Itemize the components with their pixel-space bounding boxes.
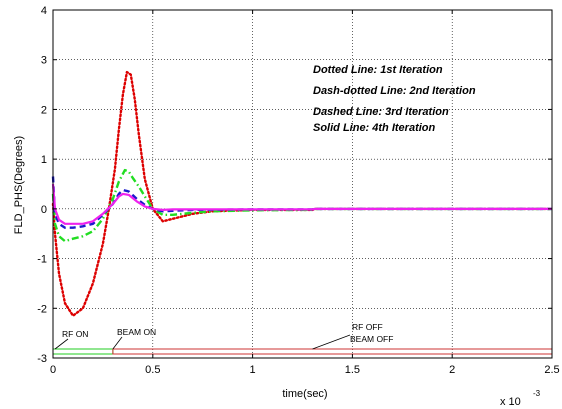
x-tick-label: 2.5 <box>544 364 559 376</box>
y-tick-label: 4 <box>41 5 47 17</box>
series-line-4 <box>51 183 552 225</box>
plot-frame <box>52 9 553 359</box>
x-tick-label: 1 <box>250 364 256 376</box>
x-tick-label: 0 <box>50 364 56 376</box>
x-axis-multiplier-exponent: -3 <box>533 389 541 398</box>
y-tick-label: 3 <box>41 55 47 67</box>
y-tick-label: 1 <box>41 154 47 166</box>
y-axis-label: FLD_PHS(Degrees) <box>13 136 25 234</box>
event-leader-line <box>312 334 351 350</box>
series-line-3 <box>51 176 552 229</box>
y-tick-label: -1 <box>37 254 47 266</box>
x-tick-label: 2 <box>449 364 455 376</box>
tick-labels: 0 0.5 1 1.5 2 2.5 -3 -2 -1 0 1 2 3 4 <box>37 5 559 376</box>
tick-marks <box>52 9 553 359</box>
event-label-rf-off: RF OFF <box>352 322 383 332</box>
x-axis-multiplier: x 10 <box>500 396 521 408</box>
x-axis-label: time(sec) <box>282 388 327 400</box>
legend-line-2: Dash-dotted Line: 2nd Iteration <box>313 85 476 97</box>
legend-line-4: Solid Line: 4th Iteration <box>313 122 436 134</box>
event-timeline <box>52 334 553 355</box>
timeline-segment <box>112 348 553 355</box>
event-label-beam-off: BEAM OFF <box>350 334 393 344</box>
event-labels: RF ON BEAM ON RF OFF BEAM OFF <box>62 322 393 344</box>
y-tick-label: -3 <box>37 353 47 365</box>
timeline-segment <box>52 348 114 355</box>
x-tick-label: 1.5 <box>345 364 360 376</box>
event-leader-line <box>112 336 123 350</box>
legend-line-3: Dashed Line: 3rd Iteration <box>313 106 449 118</box>
legend-text-block: Dotted Line: 1st Iteration Dash-dotted L… <box>313 64 476 134</box>
x-tick-label: 0.5 <box>145 364 160 376</box>
y-tick-label: 2 <box>41 104 47 116</box>
series-line-2 <box>51 168 552 243</box>
event-leader-line <box>54 338 69 350</box>
event-label-beam-on: BEAM ON <box>117 327 156 337</box>
series-lines <box>51 70 554 317</box>
legend-line-1: Dotted Line: 1st Iteration <box>313 64 443 76</box>
event-label-rf-on: RF ON <box>62 329 88 339</box>
grid-lines <box>52 9 553 359</box>
y-tick-label: -2 <box>37 303 47 315</box>
y-tick-label: 0 <box>41 204 47 216</box>
